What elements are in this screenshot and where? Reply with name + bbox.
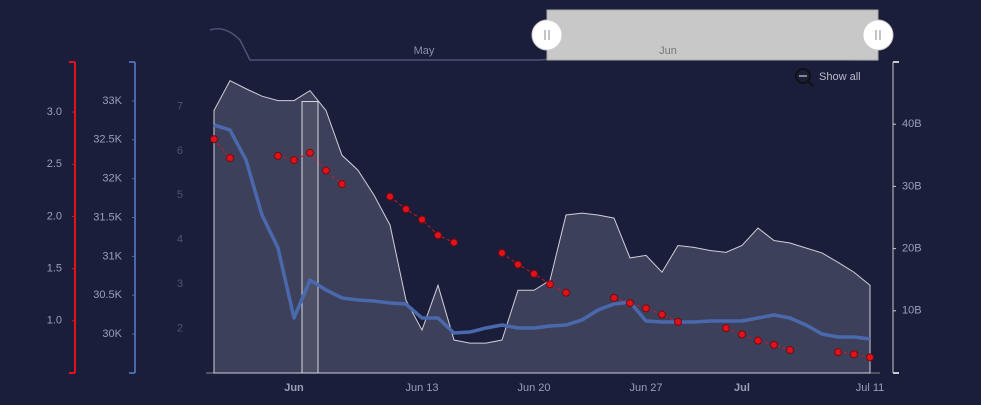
line bbox=[213, 123, 871, 341]
line bbox=[613, 297, 679, 323]
y-tick-label: 4 bbox=[177, 234, 183, 246]
y-tick-label: 7 bbox=[177, 100, 183, 112]
x-tick-label: Jul bbox=[734, 382, 750, 394]
y-tick-label: 6 bbox=[177, 145, 183, 157]
point bbox=[770, 340, 778, 349]
point bbox=[850, 350, 858, 359]
point bbox=[658, 310, 666, 319]
navigator-selection[interactable] bbox=[546, 9, 879, 61]
point bbox=[338, 180, 346, 189]
point bbox=[546, 280, 554, 289]
x-tick-label: Jul 11 bbox=[856, 382, 885, 394]
y-tick-label: 3 bbox=[177, 278, 183, 290]
point bbox=[418, 215, 426, 224]
y-tick-label: 3.0 bbox=[47, 106, 62, 118]
y-tick-label: 32.5K bbox=[93, 134, 122, 146]
point bbox=[530, 269, 538, 278]
y-tick-label: 20B bbox=[902, 243, 922, 255]
y-tick-label: 2.5 bbox=[47, 158, 62, 170]
y-tick-label: 5 bbox=[177, 189, 183, 201]
y-tick-label: 33K bbox=[102, 95, 122, 107]
navigator-handle[interactable] bbox=[862, 19, 894, 51]
point bbox=[738, 330, 746, 339]
point bbox=[402, 205, 410, 214]
point bbox=[674, 317, 682, 326]
y-tick-label: 2 bbox=[177, 322, 183, 334]
point bbox=[226, 154, 234, 163]
y-tick-label: 31K bbox=[102, 250, 122, 262]
line bbox=[725, 327, 791, 351]
show-all-button[interactable]: Show all bbox=[795, 68, 861, 87]
point bbox=[514, 260, 522, 269]
point bbox=[562, 288, 570, 297]
point bbox=[290, 156, 298, 165]
y-tick-label: 10B bbox=[902, 305, 922, 317]
point bbox=[610, 293, 618, 302]
point bbox=[626, 299, 634, 308]
navigator-series bbox=[209, 28, 879, 61]
navigator-label: May bbox=[414, 45, 435, 57]
y-tick-label: 1.0 bbox=[47, 315, 62, 327]
point bbox=[834, 348, 842, 357]
navigator-handle[interactable] bbox=[531, 19, 563, 51]
y-tick-label: 40B bbox=[902, 118, 922, 130]
point bbox=[866, 353, 874, 362]
y-tick-label: 32K bbox=[102, 173, 122, 185]
y-tick-label: 30K bbox=[102, 328, 122, 340]
point bbox=[210, 135, 218, 144]
point bbox=[754, 336, 762, 345]
x-tick-label: Jun 27 bbox=[629, 382, 662, 394]
point bbox=[498, 248, 506, 257]
x-tick-label: Jun 13 bbox=[405, 382, 438, 394]
x-tick-label: Jun 20 bbox=[517, 382, 550, 394]
line bbox=[389, 196, 455, 244]
navigator: May Jun bbox=[209, 9, 894, 61]
x-tick-label: Jun bbox=[284, 382, 304, 394]
y-tick-label: 30B bbox=[902, 180, 922, 192]
point bbox=[434, 231, 442, 240]
point bbox=[642, 304, 650, 313]
point bbox=[722, 324, 730, 333]
point bbox=[306, 148, 314, 157]
show-all-label[interactable]: Show all bbox=[819, 71, 861, 83]
y-tick-label: 30.5K bbox=[93, 289, 122, 301]
bar bbox=[301, 101, 319, 374]
point bbox=[386, 192, 394, 201]
point bbox=[786, 346, 794, 355]
navigator-label: Jun bbox=[659, 45, 677, 57]
y-tick-label: 2.0 bbox=[47, 210, 62, 222]
y-tick-label: 31.5K bbox=[93, 211, 122, 223]
y-tick-label: 1.5 bbox=[47, 263, 62, 275]
point bbox=[322, 166, 330, 175]
point bbox=[450, 238, 458, 247]
line bbox=[213, 138, 231, 159]
point bbox=[274, 151, 282, 160]
